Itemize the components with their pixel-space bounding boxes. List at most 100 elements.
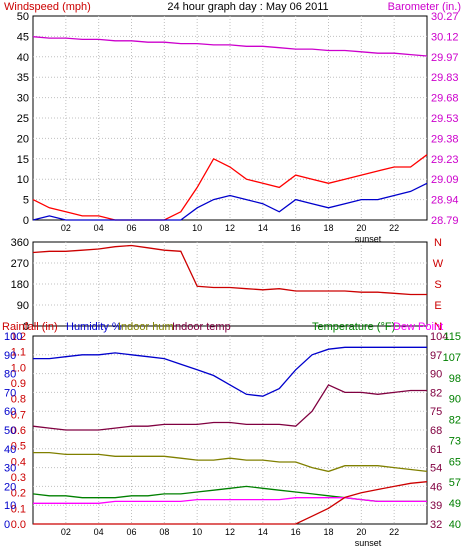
humidity-tick-label: 70 <box>4 387 16 399</box>
temperature-tick-label: 61 <box>430 444 442 456</box>
direction-series <box>32 244 427 296</box>
x-tick-label: 16 <box>291 223 301 233</box>
temperature-axis-label: Temperature (°F) <box>312 321 395 333</box>
direction-tick-label: 360 <box>11 237 29 249</box>
compass-label: W <box>433 258 444 270</box>
windspeed-tick-label: 40 <box>17 52 29 64</box>
x-tick-label: 22 <box>389 527 399 537</box>
rain-tick-label: 0.2 <box>11 488 26 500</box>
humidity-tick-label: 100 <box>4 331 22 343</box>
climate-series <box>32 346 428 525</box>
x-tick-label: 06 <box>126 223 136 233</box>
temperature-tick-label: 115 <box>443 331 461 343</box>
temperature-tick-label: 54 <box>430 463 442 475</box>
barometer-tick-label: 28.94 <box>431 195 459 207</box>
rain-tick-label: 0.4 <box>11 456 26 468</box>
wind-x-tick-labels: 02 04 06 08 10 12 14 16 18 20 22 <box>61 223 399 233</box>
barometer-tick-label: 29.68 <box>431 93 459 105</box>
barometer-tick-label: 29.09 <box>431 174 459 186</box>
humidity-tick-label: 0 <box>4 519 10 531</box>
temperature-tick-label: 82 <box>449 415 461 427</box>
rain-tick-label: 0.0 <box>11 519 26 531</box>
humidity-tick-label: 90 <box>4 350 16 362</box>
series-line-humidity- <box>33 346 427 397</box>
humidity-tick-label: 80 <box>4 369 16 381</box>
humidity-tick-label: 50 <box>4 425 16 437</box>
rain-tick-label: 1.2 <box>11 331 26 343</box>
dew-point-axis-label: Dew Point <box>393 321 443 333</box>
chart-title: 24 hour graph day : May 06 2011 <box>167 1 328 13</box>
x-tick-label: 10 <box>192 223 202 233</box>
temperature-tick-label: 104 <box>430 331 448 343</box>
barometer-tick-label: 29.38 <box>431 133 459 145</box>
temperature-tick-label: 82 <box>430 387 442 399</box>
humidity-tick-label: 20 <box>4 481 16 493</box>
temperature-tick-labels-2: 40 49 57 65 73 82 90 98 107 115 <box>443 331 461 531</box>
x-tick-label: 02 <box>61 223 71 233</box>
humidity-tick-label: 40 <box>4 444 16 456</box>
x-tick-label: 18 <box>323 223 333 233</box>
direction-tick-label: 180 <box>11 279 29 291</box>
x-tick-label: 16 <box>291 527 301 537</box>
barometer-tick-label: 30.12 <box>431 31 459 43</box>
temperature-tick-label: 90 <box>449 394 461 406</box>
series-line-barometer-in- <box>32 36 428 57</box>
rain-tick-label: 0.1 <box>11 503 26 515</box>
indoor-temp-axis-label: Indoor temp <box>172 321 231 333</box>
direction-grid <box>33 242 427 326</box>
x-tick-label: 14 <box>258 223 268 233</box>
rain-tick-label: 0.8 <box>11 394 26 406</box>
temperature-tick-label: 57 <box>449 477 461 489</box>
windspeed-tick-label: 20 <box>17 133 29 145</box>
x-tick-label: 06 <box>126 527 136 537</box>
compass-label: S <box>434 279 441 291</box>
x-tick-label: 02 <box>61 527 71 537</box>
indoor-hum-axis-label: Indoor hum <box>118 321 174 333</box>
series-line-wind-direction <box>32 244 427 296</box>
humidity-tick-labels: 0 10 20 30 40 50 60 70 80 90 100 <box>4 331 22 531</box>
barometer-tick-label: 29.83 <box>431 72 459 84</box>
sunset-label-bottom: sunset <box>355 538 382 548</box>
sunset-label-top: sunset <box>355 234 382 244</box>
windspeed-tick-label: 25 <box>17 113 29 125</box>
wind-y-tick-labels: 0 5 10 15 20 25 30 35 40 45 50 <box>17 11 29 227</box>
windspeed-tick-label: 15 <box>17 154 29 166</box>
temperature-tick-label: 68 <box>430 425 442 437</box>
series-line-windspeed-mph- <box>32 154 428 221</box>
temperature-tick-label: 97 <box>430 350 442 362</box>
humidity-tick-label: 60 <box>4 406 16 418</box>
x-tick-label: 12 <box>225 223 235 233</box>
temperature-tick-label: 32 <box>430 519 442 531</box>
direction-tick-label: 270 <box>11 258 29 270</box>
temperature-tick-label: 46 <box>430 481 442 493</box>
direction-tick-label: 0 <box>23 321 29 333</box>
series-line-indoor-temp <box>32 384 427 431</box>
x-tick-label: 04 <box>94 527 104 537</box>
compass-label: N <box>434 237 442 249</box>
temperature-tick-label: 75 <box>430 406 442 418</box>
barometer-tick-label: 28.79 <box>431 215 459 227</box>
barometer-tick-labels: 28.79 28.94 29.09 29.23 29.38 29.53 29.68 29.83… <box>431 11 459 227</box>
windspeed-tick-label: 30 <box>17 93 29 105</box>
rain-tick-label: 0.5 <box>11 441 26 453</box>
series-line-dew-point <box>33 497 427 504</box>
windspeed-tick-label: 50 <box>17 11 29 23</box>
series-line-gust <box>32 182 428 221</box>
x-tick-label: 10 <box>192 527 202 537</box>
temperature-tick-label: 107 <box>443 352 461 364</box>
windspeed-tick-label: 0 <box>23 215 29 227</box>
climate-x-tick-labels: 02 04 06 08 10 12 14 16 18 20 22 <box>61 527 399 537</box>
x-tick-label: 18 <box>323 527 333 537</box>
direction-tick-labels: 0 90 180 270 360 <box>11 237 29 333</box>
x-tick-label: 20 <box>356 223 366 233</box>
rain-tick-label: 0.6 <box>11 425 26 437</box>
temperature-tick-label: 90 <box>430 369 442 381</box>
rain-tick-label: 0.7 <box>11 409 26 421</box>
humidity-tick-label: 10 <box>4 500 16 512</box>
windspeed-tick-label: 10 <box>17 174 29 186</box>
windspeed-tick-label: 35 <box>17 72 29 84</box>
temperature-tick-label: 65 <box>449 456 461 468</box>
direction-tick-label: 90 <box>17 300 29 312</box>
rain-tick-labels: 0.0 0.1 0.2 0.3 0.4 0.5 0.6 0.7 0.8 0.9 1.0 1.1 1.2 <box>11 331 26 531</box>
